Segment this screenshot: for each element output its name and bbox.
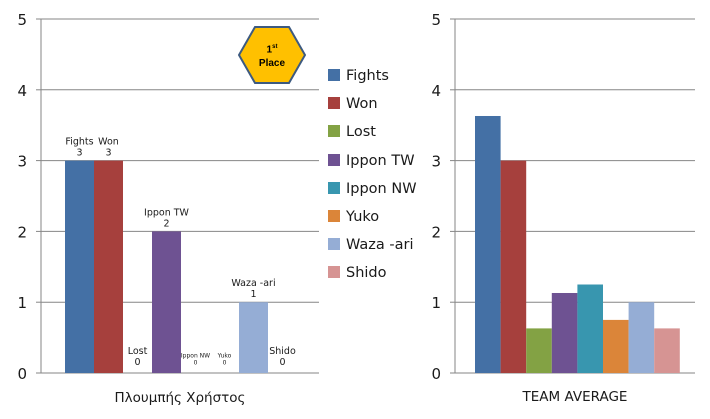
bar-won [500,160,527,373]
data-label: Waza -ari 1 [231,278,275,300]
data-label-value: 0 [194,360,198,367]
legend-label: Lost [346,124,376,141]
x-axis-label: TEAM AVERAGE [522,389,628,405]
y-tick-label: 5 [431,11,441,29]
data-label: Ippon TW 2 [144,207,190,229]
legend-swatch [328,181,340,194]
badge-label: Place [258,58,286,70]
bar-ippon-tw [152,231,181,373]
y-tick-label: 4 [17,82,27,100]
data-label-name: Yuko [217,353,232,360]
legend-label: Ippon TW [346,152,415,169]
data-label-value: 1 [250,289,256,300]
legend-item: Ippon TW [328,147,428,175]
badge-text: 1st Place [238,40,306,71]
legend-swatch [328,153,340,166]
legend-item: Shido [328,259,428,287]
data-label-name: Waza -ari [231,278,275,289]
legend-item: Waza -ari [328,231,428,259]
first-place-badge: 1st Place [237,26,307,84]
y-tick-label: 1 [431,294,441,312]
legend-item: Yuko [328,203,428,231]
y-tick-label: 0 [17,365,27,383]
legend-swatch [328,238,340,251]
data-label-value: 0 [223,360,227,367]
bar-shido [654,328,680,373]
bar-waza-ari [239,302,268,373]
data-label-value: 0 [134,357,140,368]
legend-swatch [328,125,340,138]
data-label-name: Ippon TW [144,207,190,218]
legend: Fights Won Lost Ippon TW Ippon NW Yuko Waza -a… [328,62,428,288]
badge-suffix: st [272,44,278,50]
data-label-name: Fights [65,137,93,148]
legend-label: Ippon NW [346,180,417,197]
hexagon-icon [237,26,307,84]
y-tick-label: 0 [431,365,441,383]
data-label: Fights 3 [65,137,93,159]
data-label-name: Shido [269,346,296,357]
badge-place: 1 [266,44,273,56]
y-tick-label: 1 [17,294,27,312]
bar-ippon-tw [551,292,578,373]
legend-label: Shido [346,265,387,282]
data-label-name: Lost [128,346,148,357]
legend-item: Fights [328,62,428,90]
data-label: Yuko 0 [217,353,232,367]
legend-label: Waza -ari [346,237,414,254]
legend-label: Won [346,96,378,113]
bar-won [94,160,123,373]
bar-ippon-nw [577,284,603,373]
data-label: Won 3 [98,137,119,159]
bar-waza-ari [628,302,655,373]
legend-item: Ippon NW [328,175,428,203]
data-label-name: Won [98,137,119,148]
y-tick-label: 3 [17,153,27,171]
bar-lost [526,328,552,373]
bar-fights [475,115,501,373]
legend-label: Yuko [346,208,380,225]
data-label: Ippon NW 0 [181,353,210,367]
y-tick-label: 2 [431,223,441,241]
bar-fights [65,160,94,373]
legend-item: Lost [328,118,428,146]
data-label-name: Ippon NW [181,353,210,360]
data-label: Lost 0 [128,346,148,368]
legend-swatch [328,266,340,279]
data-label-value: 3 [105,148,111,159]
legend-swatch [328,209,340,222]
data-label-value: 0 [279,357,285,368]
team-average-chart: 0 1 2 3 4 5 TEAM AVERAGE [431,11,695,405]
data-label-value: 2 [163,218,169,229]
y-tick-label: 2 [17,223,27,241]
legend-label: Fights [346,68,389,84]
x-axis-label: Πλουμπής Χρήστος [115,390,246,406]
legend-swatch [328,97,340,110]
data-label-value: 3 [76,148,82,159]
y-tick-label: 3 [431,153,441,171]
data-label: Shido 0 [269,346,296,368]
legend-swatch [328,69,340,81]
y-tick-label: 5 [17,11,27,29]
bar-yuko [603,319,629,373]
y-tick-label: 4 [431,82,441,100]
legend-item: Won [328,90,428,118]
